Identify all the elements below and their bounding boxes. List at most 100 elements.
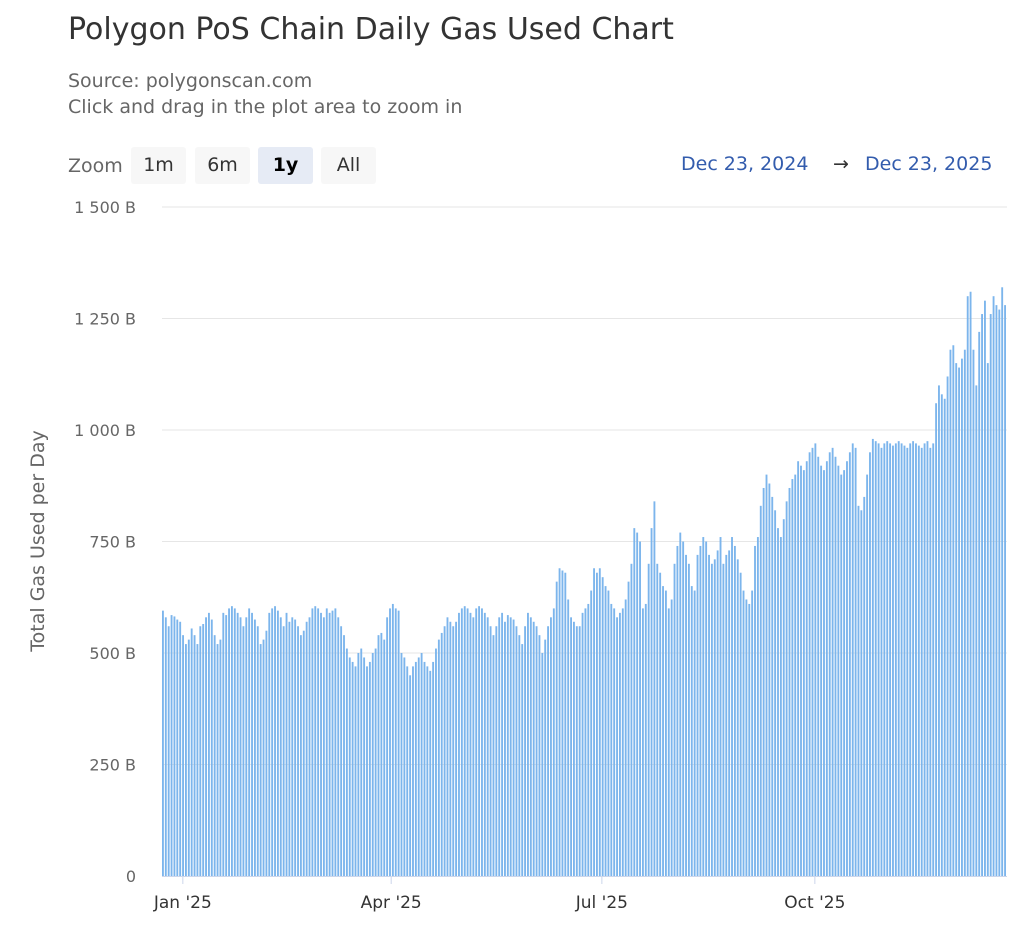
bar[interactable] [969,291,972,876]
bar[interactable] [337,617,340,876]
bar[interactable] [279,617,282,876]
bar[interactable] [935,403,938,876]
bar[interactable] [843,470,846,876]
bar[interactable] [768,483,771,876]
bar[interactable] [946,376,949,876]
bar[interactable] [869,452,871,876]
bar[interactable] [256,626,259,876]
bar[interactable] [975,385,978,876]
bar[interactable] [164,617,167,876]
bar[interactable] [739,572,742,876]
bar[interactable] [573,621,575,876]
bar[interactable] [877,443,880,876]
bar[interactable] [248,608,251,876]
bar[interactable] [334,608,337,876]
bar[interactable] [794,474,797,876]
bar[interactable] [182,635,184,876]
bar[interactable] [636,532,639,876]
bar[interactable] [184,644,187,876]
bar[interactable] [187,639,190,876]
bar[interactable] [276,610,279,876]
bar[interactable] [357,653,360,876]
bar[interactable] [598,568,601,876]
bar[interactable] [664,590,667,876]
bar[interactable] [708,554,710,876]
bar[interactable] [550,617,552,876]
bar[interactable] [932,443,935,876]
bar[interactable] [521,644,524,876]
bar[interactable] [245,617,248,876]
bar[interactable] [848,452,851,876]
bar[interactable] [596,572,598,876]
bar[interactable] [952,345,955,876]
bar[interactable] [917,445,920,876]
bar[interactable] [906,447,909,876]
bar[interactable] [966,296,969,876]
bar[interactable] [437,639,440,876]
bar[interactable] [584,608,587,876]
bar[interactable] [377,635,380,876]
bar[interactable] [779,537,782,876]
bar[interactable] [429,670,432,876]
bar[interactable] [512,619,515,876]
bar[interactable] [455,621,458,876]
bar[interactable] [593,568,595,876]
bar[interactable] [567,599,570,876]
bar[interactable] [874,441,877,876]
bar[interactable] [394,608,397,876]
bar[interactable] [305,621,308,876]
bar[interactable] [831,447,834,876]
bar[interactable] [685,554,687,876]
bar[interactable] [320,612,322,876]
bar[interactable] [262,639,265,876]
bar[interactable] [414,661,417,876]
bar[interactable] [630,563,633,876]
bar[interactable] [610,603,613,876]
bar[interactable] [311,608,314,876]
bar[interactable] [797,461,800,876]
bar[interactable] [435,648,437,876]
bar[interactable] [274,606,276,876]
bar[interactable] [613,608,616,876]
bar[interactable] [299,635,302,876]
bar[interactable] [765,474,768,876]
bar-series[interactable] [162,287,1006,877]
bar[interactable] [409,675,412,876]
bar[interactable] [466,608,469,876]
bar[interactable] [348,657,351,876]
bar[interactable] [199,626,202,876]
bar[interactable] [696,554,699,876]
bar[interactable] [506,615,509,876]
bar[interactable] [883,443,886,876]
bar[interactable] [814,443,817,876]
bar[interactable] [532,621,535,876]
bar[interactable] [938,385,940,876]
bar[interactable] [900,443,903,876]
bar[interactable] [1001,287,1004,876]
bar[interactable] [840,474,843,876]
bar[interactable] [981,314,983,876]
bar[interactable] [331,610,334,876]
bar[interactable] [205,617,207,876]
bar[interactable] [940,394,943,876]
bar[interactable] [972,349,975,877]
bar[interactable] [679,532,682,876]
bar[interactable] [834,456,837,876]
bar[interactable] [176,619,179,876]
bar[interactable] [682,541,685,877]
bar[interactable] [242,626,245,876]
bar[interactable] [756,537,759,876]
bar[interactable] [903,445,906,876]
bar[interactable] [662,586,664,876]
bar[interactable] [733,545,736,876]
bar[interactable] [558,568,561,876]
bar[interactable] [216,644,219,876]
bar[interactable] [690,586,693,876]
bar[interactable] [590,590,593,876]
bar[interactable] [420,653,423,876]
bar[interactable] [871,438,874,876]
bar[interactable] [989,314,992,876]
bar[interactable] [699,545,702,876]
bar[interactable] [380,632,383,876]
